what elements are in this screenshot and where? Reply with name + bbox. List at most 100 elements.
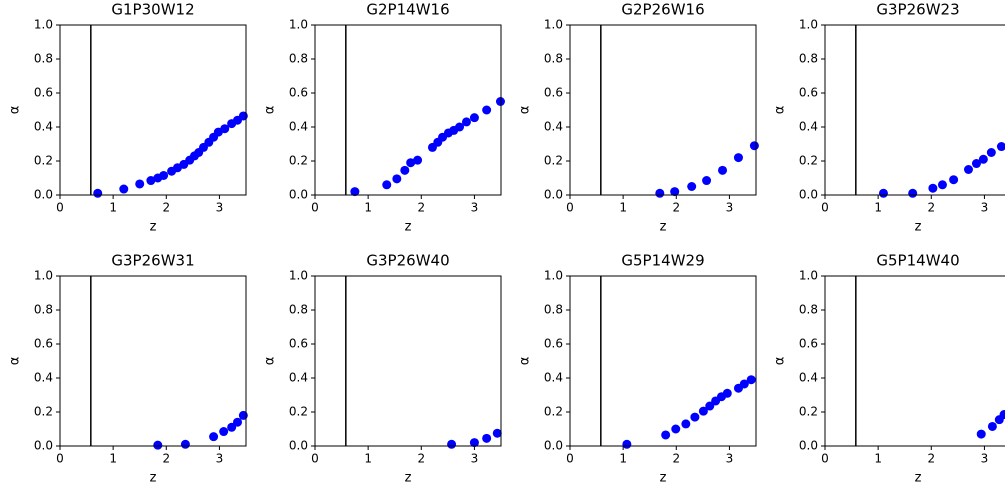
y-tick-label: 0.4: [544, 120, 563, 134]
point: [878, 188, 888, 198]
point: [718, 165, 728, 175]
point: [963, 165, 973, 174]
y-axis-label: α: [263, 106, 278, 115]
point: [671, 424, 681, 434]
y-tick-label: 0.8: [34, 303, 53, 317]
y-tick-label: 0.0: [34, 439, 53, 453]
x-tick-label: 0: [821, 452, 829, 466]
y-tick-label: 0.2: [544, 154, 563, 168]
x-tick-label: 0: [311, 452, 319, 466]
point: [978, 154, 988, 164]
x-axis-label: z: [915, 220, 922, 235]
x-axis-label: z: [405, 471, 412, 486]
y-tick-label: 0.8: [544, 52, 563, 66]
point: [461, 117, 471, 127]
point: [937, 180, 947, 190]
point: [153, 440, 163, 450]
point: [655, 188, 665, 198]
point: [219, 427, 229, 437]
x-axis-label: z: [660, 220, 667, 235]
x-tick-label: 0: [566, 452, 574, 466]
y-tick-label: 0.0: [544, 188, 563, 202]
y-tick-label: 0.6: [544, 86, 563, 100]
point: [119, 184, 129, 194]
y-tick-label: 0.6: [289, 86, 308, 100]
point: [469, 438, 479, 448]
x-tick-label: 1: [364, 452, 372, 466]
point: [180, 439, 190, 449]
x-tick-label: 3: [471, 452, 479, 466]
point: [135, 179, 145, 189]
y-tick-label: 1.0: [799, 269, 818, 283]
point: [220, 124, 230, 134]
y-tick-label: 0.4: [289, 120, 308, 134]
y-tick-label: 0.8: [289, 52, 308, 66]
y-tick-label: 0.4: [34, 120, 53, 134]
point: [413, 155, 423, 165]
point: [482, 105, 492, 115]
point: [722, 388, 732, 398]
y-tick-label: 0.6: [34, 337, 53, 351]
x-tick-label: 1: [619, 201, 627, 215]
x-tick-label: 2: [417, 452, 425, 466]
y-tick-label: 1.0: [289, 18, 308, 32]
x-tick-label: 0: [56, 452, 64, 466]
point: [447, 439, 457, 449]
point: [392, 174, 402, 184]
point: [159, 170, 169, 180]
chart-title: G3P26W23: [876, 1, 959, 19]
y-tick-label: 0.0: [799, 439, 818, 453]
x-axis-label: z: [405, 220, 412, 235]
chart-title: G2P26W16: [621, 1, 704, 19]
point: [227, 422, 237, 432]
x-tick-label: 1: [874, 201, 882, 215]
x-tick-label: 2: [672, 452, 680, 466]
chart-title: G3P26W31: [111, 252, 194, 270]
x-tick-label: 0: [821, 201, 829, 215]
y-tick-label: 1.0: [544, 18, 563, 32]
x-tick-label: 0: [56, 201, 64, 215]
chart-title: G2P14W16: [366, 1, 449, 19]
y-axis-label: α: [518, 106, 533, 115]
point: [482, 433, 492, 443]
y-tick-label: 0.2: [544, 405, 563, 419]
point: [705, 401, 715, 411]
point: [908, 188, 918, 198]
x-tick-label: 2: [672, 201, 680, 215]
y-tick-label: 0.4: [799, 371, 818, 385]
x-tick-label: 2: [162, 201, 170, 215]
y-axis-label: α: [518, 357, 533, 366]
chart-title: G1P30W12: [111, 1, 194, 19]
point: [469, 113, 479, 123]
axes-frame: [314, 24, 502, 196]
axes-frame: [569, 24, 757, 196]
x-axis-label: z: [915, 471, 922, 486]
y-tick-label: 0.8: [544, 303, 563, 317]
y-tick-label: 0.4: [289, 371, 308, 385]
y-tick-label: 0.8: [799, 303, 818, 317]
point: [733, 153, 743, 163]
point: [209, 432, 219, 442]
x-tick-label: 3: [471, 201, 479, 215]
axes-frame: [569, 275, 757, 447]
point: [999, 410, 1005, 420]
point: [681, 419, 691, 429]
y-tick-label: 0.2: [289, 405, 308, 419]
axes-frame: [824, 24, 1005, 196]
y-axis-label: α: [773, 357, 788, 366]
y-tick-label: 0.0: [289, 439, 308, 453]
y-tick-label: 0.0: [289, 188, 308, 202]
y-axis-label: α: [773, 106, 788, 115]
point: [382, 180, 392, 190]
axes-frame: [314, 275, 502, 447]
x-tick-label: 3: [726, 452, 734, 466]
x-tick-label: 2: [417, 201, 425, 215]
chart-title: G5P14W29: [621, 252, 704, 270]
x-axis-label: z: [150, 471, 157, 486]
x-tick-label: 1: [364, 201, 372, 215]
y-tick-label: 0.6: [799, 337, 818, 351]
point: [232, 417, 242, 427]
x-tick-label: 3: [216, 201, 224, 215]
point: [928, 183, 938, 193]
